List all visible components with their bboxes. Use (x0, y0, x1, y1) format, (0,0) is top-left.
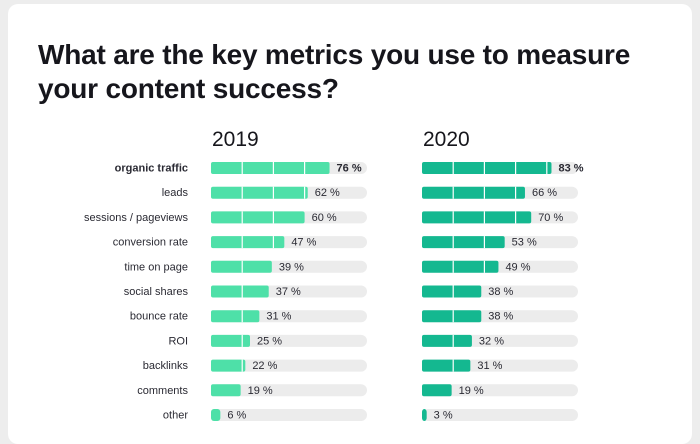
bar-2020-time-on-page (422, 260, 499, 273)
value-label-2019-roi: 25 % (257, 335, 282, 347)
value-label-2019-other: 6 % (227, 410, 246, 422)
bar-2019-social-shares (211, 285, 269, 298)
value-label-2019-bounce-rate: 31 % (266, 311, 291, 323)
category-label-sessions-pageviews: sessions / pageviews (84, 212, 188, 224)
category-label-leads: leads (162, 187, 189, 199)
value-label-2020-leads: 66 % (532, 187, 557, 199)
category-label-backlinks: backlinks (143, 360, 189, 372)
value-label-2019-sessions-pageviews: 60 % (312, 212, 337, 224)
bar-2020-leads (422, 186, 525, 199)
bar-track-2019-comments (211, 384, 367, 397)
bar-2020-comments (422, 384, 452, 397)
bar-2019-bounce-rate (211, 310, 260, 323)
bar-2019-roi (211, 334, 250, 347)
bar-2020-organic-traffic (422, 162, 552, 174)
category-label-roi: ROI (168, 335, 188, 347)
bar-2019-leads (211, 186, 308, 199)
bar-track-2020-comments (422, 384, 578, 397)
value-label-2020-sessions-pageviews: 70 % (538, 212, 563, 224)
value-label-2020-organic-traffic: 83 % (558, 163, 583, 175)
bar-2019-other (211, 409, 221, 421)
value-label-2019-comments: 19 % (248, 385, 273, 397)
bar-2019-organic-traffic (211, 162, 330, 174)
category-label-organic-traffic: organic traffic (115, 163, 188, 175)
bar-track-2020-other (422, 409, 578, 421)
bar-track-2019-backlinks (211, 359, 367, 372)
value-label-2020-conversion-rate: 53 % (512, 237, 537, 249)
bar-2020-roi (422, 334, 472, 347)
value-label-2020-backlinks: 31 % (477, 360, 502, 372)
category-label-time-on-page: time on page (124, 261, 188, 273)
value-label-2020-comments: 19 % (459, 385, 484, 397)
value-label-2019-time-on-page: 39 % (279, 261, 304, 273)
category-label-social-shares: social shares (124, 286, 189, 298)
value-label-2019-backlinks: 22 % (252, 360, 277, 372)
bar-2020-sessions-pageviews (422, 211, 532, 224)
bar-2019-backlinks (211, 359, 246, 372)
bar-2020-conversion-rate (422, 236, 505, 249)
value-label-2019-conversion-rate: 47 % (291, 237, 316, 249)
value-label-2020-social-shares: 38 % (488, 286, 513, 298)
value-label-2019-leads: 62 % (315, 187, 340, 199)
bar-2019-comments (211, 384, 241, 397)
value-label-2020-roi: 32 % (479, 335, 504, 347)
value-label-2020-bounce-rate: 38 % (488, 311, 513, 323)
year-header-2020: 2020 (423, 128, 470, 151)
bar-2019-sessions-pageviews (211, 211, 305, 224)
category-label-comments: comments (137, 385, 188, 397)
bar-2020-other (422, 409, 427, 421)
category-label-bounce-rate: bounce rate (130, 311, 188, 323)
bar-2020-social-shares (422, 285, 482, 298)
chart-title: What are the key metrics you use to meas… (38, 39, 631, 104)
value-label-2020-other: 3 % (434, 410, 453, 422)
bar-track-2019-other (211, 409, 367, 421)
value-label-2019-social-shares: 37 % (276, 286, 301, 298)
bar-2019-time-on-page (211, 260, 272, 273)
category-label-other: other (163, 410, 188, 422)
value-label-2019-organic-traffic: 76 % (337, 163, 362, 175)
bar-2020-backlinks (422, 359, 471, 372)
year-header-2019: 2019 (212, 128, 259, 151)
bar-2019-conversion-rate (211, 236, 285, 249)
value-label-2020-time-on-page: 49 % (505, 261, 530, 273)
bar-2020-bounce-rate (422, 310, 482, 323)
category-label-conversion-rate: conversion rate (113, 237, 188, 249)
